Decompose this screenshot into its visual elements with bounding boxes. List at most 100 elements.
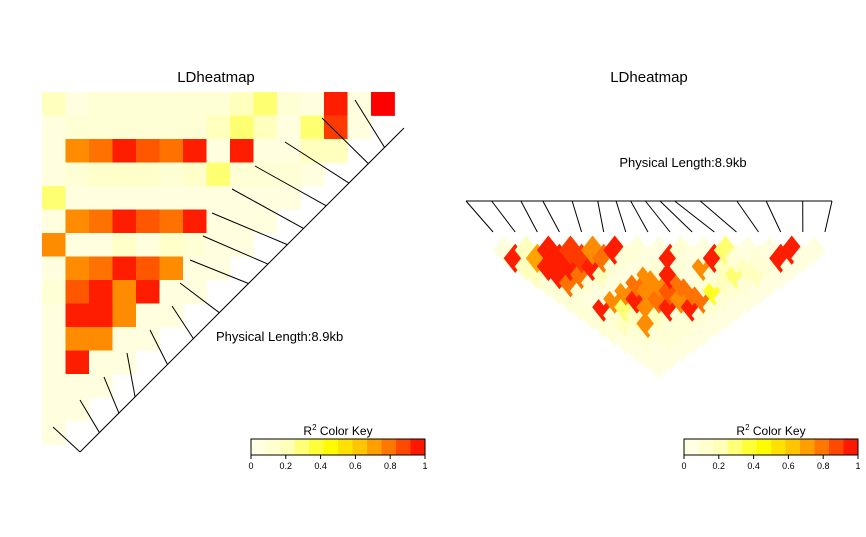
left-ld-cell (42, 374, 66, 398)
left-ld-cell (89, 257, 113, 281)
right-heatmap-panel: LDheatmap Physical Length:8.9kb R2 Color… (433, 0, 866, 532)
left-ld-cell (42, 421, 66, 445)
left-ld-cell (113, 257, 137, 281)
right-key-bin (800, 439, 815, 455)
left-ld-cell (230, 139, 254, 163)
left-key-bin (309, 439, 324, 455)
left-ld-cell (207, 186, 231, 210)
left-cells-group (42, 92, 395, 445)
left-key-bin (295, 439, 310, 455)
right-key-bin (815, 439, 830, 455)
left-ld-cell (113, 163, 137, 187)
right-key-tick-label: 1 (855, 461, 860, 471)
left-key-bin (251, 439, 266, 455)
left-ld-cell (113, 92, 137, 116)
left-ld-cell (89, 280, 113, 304)
right-key-bin (829, 439, 844, 455)
right-snp-tick (645, 201, 670, 232)
left-key-bin (396, 439, 411, 455)
left-ld-cell (113, 116, 137, 140)
left-ld-cell (160, 304, 184, 328)
left-ld-cell (230, 163, 254, 187)
left-key-tick-label: 0.6 (349, 461, 362, 471)
left-ld-cell (183, 163, 207, 187)
right-gene-map (466, 201, 832, 232)
left-ld-cell (324, 139, 348, 163)
left-ld-cell (136, 210, 160, 234)
left-ld-cell (113, 139, 137, 163)
left-key-tick-label: 0.4 (314, 461, 327, 471)
left-ld-cell (89, 233, 113, 257)
right-physical-length: Physical Length:8.9kb (619, 155, 746, 170)
left-ld-cell (89, 186, 113, 210)
left-ld-cell (301, 92, 325, 116)
left-ld-cell (42, 92, 66, 116)
left-ld-cell (301, 116, 325, 140)
right-key-tick-label: 0.8 (817, 461, 830, 471)
left-ld-cell (207, 92, 231, 116)
left-ld-cell (207, 233, 231, 257)
left-ld-cell (183, 186, 207, 210)
left-key-tick-label: 0 (248, 461, 253, 471)
left-ld-cell (42, 351, 66, 375)
left-ld-cell (136, 163, 160, 187)
left-ld-cell (254, 163, 278, 187)
right-snp-tick (616, 201, 626, 232)
left-ld-cell (66, 92, 90, 116)
right-key-bin (786, 439, 801, 455)
left-ld-cell (66, 280, 90, 304)
right-key-bin (844, 439, 859, 455)
left-heatmap-panel: LDheatmap Physical Length:8.9kb R2 Color… (0, 0, 433, 532)
left-ld-cell (136, 92, 160, 116)
left-ld-cell (348, 92, 372, 116)
left-ld-cell (113, 327, 137, 351)
left-ld-cell (42, 233, 66, 257)
left-ld-cell (89, 304, 113, 328)
left-ld-cell (277, 163, 301, 187)
right-key-bin (742, 439, 757, 455)
left-ld-cell (371, 92, 395, 116)
left-ld-cell (42, 139, 66, 163)
left-ld-cell (66, 116, 90, 140)
right-snp-tick (737, 201, 759, 232)
left-ld-cell (183, 116, 207, 140)
left-ld-cell (66, 304, 90, 328)
left-ld-cell (254, 139, 278, 163)
right-cells-group (493, 235, 826, 378)
left-ld-cell (42, 210, 66, 234)
left-ld-cell (277, 139, 301, 163)
left-ld-cell (66, 233, 90, 257)
right-key-bin (713, 439, 728, 455)
right-snp-tick (675, 201, 715, 232)
right-snp-tick (631, 201, 648, 232)
right-snp-tick (466, 201, 493, 232)
left-ld-cell (136, 280, 160, 304)
left-ld-cell (254, 186, 278, 210)
left-ld-cell (301, 163, 325, 187)
left-ld-cell (136, 116, 160, 140)
left-ld-cell (136, 233, 160, 257)
left-ld-cell (230, 210, 254, 234)
left-ld-cell (183, 257, 207, 281)
left-ld-cell (66, 210, 90, 234)
left-ld-cell (348, 116, 372, 140)
left-ld-cell (160, 186, 184, 210)
left-ld-cell (136, 304, 160, 328)
left-ld-cell (160, 92, 184, 116)
right-key-tick-label: 0 (681, 461, 686, 471)
right-key-bin (684, 439, 699, 455)
left-ld-cell (89, 210, 113, 234)
left-ld-cell (160, 163, 184, 187)
left-key-tick-label: 1 (422, 461, 427, 471)
left-ld-cell (89, 374, 113, 398)
left-ld-cell (66, 163, 90, 187)
left-ld-cell (42, 186, 66, 210)
left-ld-cell (113, 351, 137, 375)
left-ld-cell (113, 186, 137, 210)
left-ld-cell (66, 351, 90, 375)
left-ld-cell (207, 163, 231, 187)
left-key-bin (338, 439, 353, 455)
left-ld-cell (42, 327, 66, 351)
